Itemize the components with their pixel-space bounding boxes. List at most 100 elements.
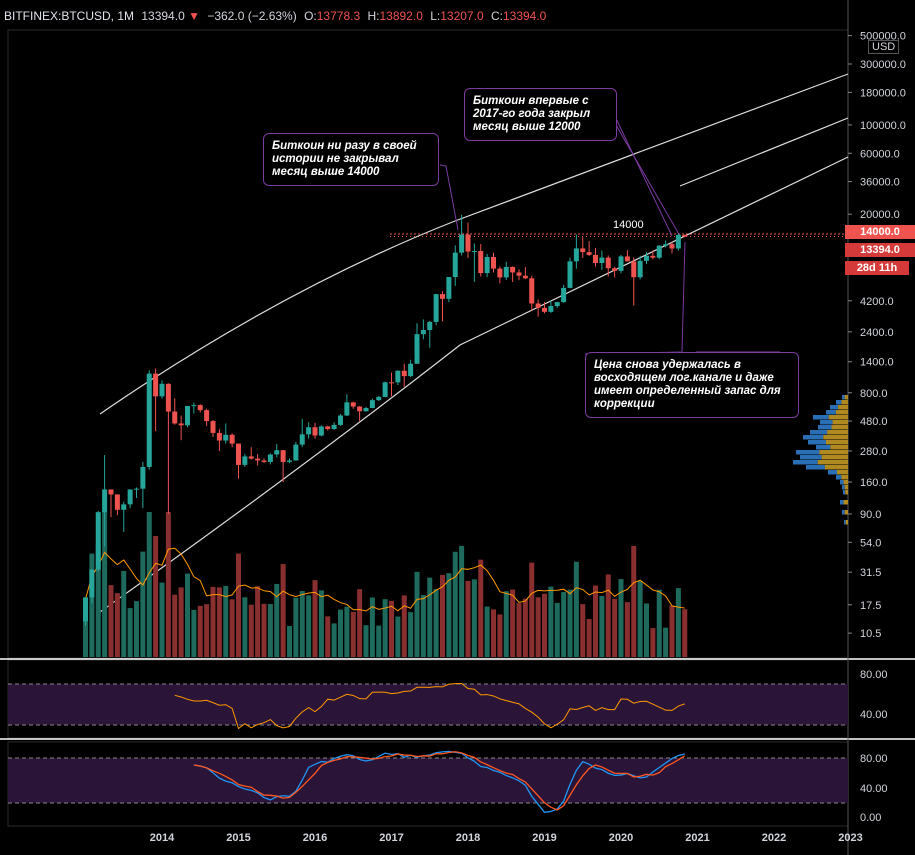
- candle-body: [554, 302, 560, 307]
- candle-body: [325, 426, 331, 430]
- volume-profile-bar: [819, 450, 848, 455]
- candle-body: [338, 415, 343, 425]
- volume-profile-bar: [827, 430, 848, 435]
- volume-bar: [522, 598, 528, 657]
- price-tick-label: 20000.0: [860, 209, 900, 221]
- volume-profile-bar: [813, 415, 829, 420]
- volume-profile-bar: [810, 430, 828, 435]
- candle-body: [134, 488, 139, 490]
- candle-body: [503, 266, 509, 278]
- stoch-d-line: [193, 751, 686, 811]
- volume-bar: [102, 512, 108, 657]
- volume-profile-bar: [823, 435, 848, 440]
- volume-bar: [586, 619, 592, 657]
- candle-body: [127, 489, 133, 505]
- volume-bar: [306, 595, 312, 657]
- volume-bar: [599, 595, 605, 657]
- volume-bar: [325, 616, 331, 657]
- stoch-tick-label: 40.00: [860, 783, 888, 795]
- candle-body: [261, 460, 267, 462]
- symbol-label[interactable]: BITFINEX:BTCUSD, 1M: [4, 9, 135, 23]
- price-tick-label: 54.0: [860, 537, 881, 549]
- volume-bar: [89, 553, 95, 657]
- volume-profile-bar: [845, 490, 848, 495]
- candle-body: [350, 402, 356, 407]
- volume-bar: [83, 599, 88, 657]
- volume-bar: [471, 579, 477, 657]
- volume-bar: [663, 627, 669, 657]
- candle-body: [675, 234, 681, 249]
- volume-bar: [452, 551, 458, 657]
- volume-bar: [644, 603, 649, 657]
- volume-bar: [331, 623, 337, 657]
- annotation-14000[interactable]: Биткоин ни разу в своей истории не закры…: [263, 133, 439, 186]
- time-tick-label: 2020: [609, 832, 633, 844]
- candle-body: [274, 450, 280, 455]
- candle-body: [516, 272, 522, 276]
- volume-profile-bar: [843, 480, 848, 485]
- volume-bar: [146, 512, 152, 657]
- candle-body: [484, 256, 490, 274]
- candle-body: [89, 569, 95, 598]
- candle-body: [140, 466, 146, 489]
- high-label: H:: [367, 9, 380, 23]
- volume-profile-bar: [844, 520, 846, 525]
- candle-body: [331, 424, 337, 430]
- candle-body: [114, 494, 120, 510]
- volume-bar: [637, 580, 643, 657]
- volume-bar: [299, 591, 305, 657]
- volume-bar: [567, 589, 573, 657]
- price-tick-label: 180000.0: [860, 87, 906, 99]
- currency-label[interactable]: USD: [868, 40, 900, 54]
- symbol-header: BITFINEX:BTCUSD, 1M 13394.0 ▼ −362.0 (−2…: [4, 9, 546, 23]
- volume-profile-bar: [826, 440, 848, 445]
- price-tick-label: 10.5: [860, 628, 881, 640]
- candle-body: [178, 423, 184, 426]
- volume-bar: [497, 614, 503, 657]
- rsi-tick-label: 80.00: [860, 669, 888, 681]
- volume-bar: [548, 586, 554, 657]
- volume-profile-bar: [840, 500, 844, 505]
- volume-bar: [159, 582, 165, 657]
- candle-body: [567, 261, 573, 288]
- time-tick-label: 2017: [379, 832, 403, 844]
- candle-body: [586, 252, 592, 255]
- candle-body: [656, 245, 662, 258]
- volume-bar: [561, 592, 567, 657]
- candle-body: [440, 294, 445, 299]
- volume-profile-bar: [837, 470, 848, 475]
- volume-bar: [293, 597, 299, 657]
- time-tick-label: 2019: [532, 832, 556, 844]
- volume-bar: [491, 609, 496, 657]
- candle-body: [204, 410, 210, 422]
- candle-body: [102, 489, 108, 513]
- volume-bar: [114, 593, 120, 657]
- price-tick-label: 800.0: [860, 388, 888, 400]
- candle-body: [153, 373, 159, 397]
- volume-bar: [369, 597, 375, 657]
- candle-body: [236, 443, 241, 465]
- volume-profile-bar: [818, 425, 832, 430]
- annotation-log-channel[interactable]: Цена снова удержалась в восходящем лог.к…: [585, 352, 799, 418]
- candle-body: [427, 321, 433, 331]
- candle-body: [159, 383, 165, 397]
- volume-profile-bar: [844, 510, 848, 515]
- time-tick-label: 2016: [303, 832, 327, 844]
- price-tick-label: 31.5: [860, 567, 881, 579]
- candle-body: [216, 432, 222, 441]
- candle-body: [561, 287, 567, 303]
- volume-profile-bar: [841, 400, 848, 405]
- candle-body: [459, 234, 465, 253]
- volume-bar: [261, 603, 267, 657]
- volume-bar: [165, 512, 171, 657]
- candle-body: [548, 306, 554, 312]
- candle-body: [287, 460, 292, 462]
- price-tick-label: 17.5: [860, 600, 881, 612]
- annotation-12000[interactable]: Биткоин впервые с 2017-го года закрыл ме…: [464, 88, 617, 141]
- candle-body: [510, 266, 516, 273]
- candle-body: [312, 427, 318, 436]
- candle-body: [146, 373, 152, 467]
- volume-bar: [127, 608, 133, 657]
- volume-profile-bar: [830, 445, 848, 450]
